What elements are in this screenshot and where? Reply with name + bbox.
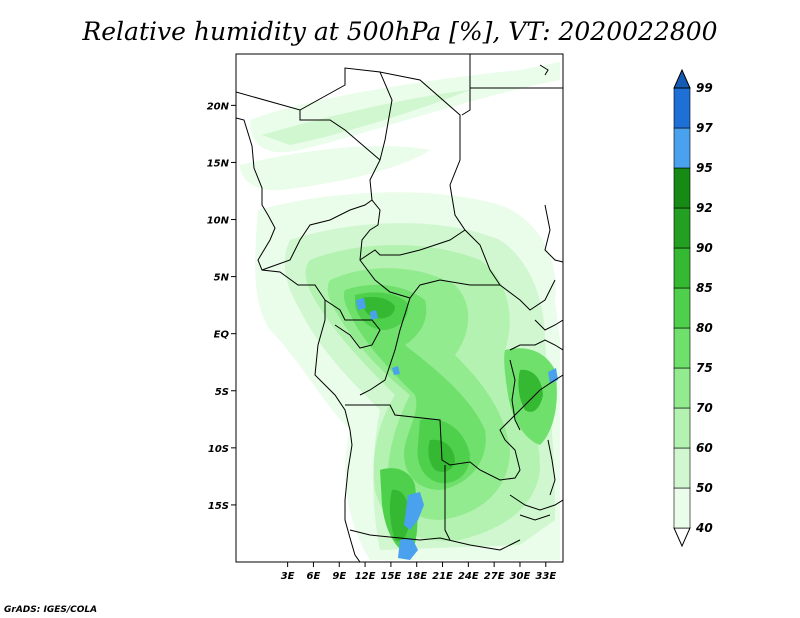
- border: [379, 71, 501, 286]
- lat-label: 15S: [208, 501, 229, 512]
- humidity-spot-97: [392, 366, 400, 375]
- lon-label: 21E: [432, 571, 453, 582]
- border: [261, 199, 373, 271]
- colorbar-segment: [673, 247, 691, 289]
- border: [349, 529, 501, 551]
- colorbar-label: 97: [696, 121, 713, 135]
- border: [534, 319, 563, 331]
- border: [409, 279, 556, 311]
- lon-label: 24E: [458, 571, 479, 582]
- border: [519, 514, 551, 521]
- map-frame: [235, 53, 564, 563]
- lat-label: 15N: [207, 158, 230, 169]
- colorbar-segment: [673, 487, 691, 529]
- colorbar-label: 50: [696, 481, 713, 495]
- humidity-spot-97: [398, 538, 418, 560]
- colorbar-label: 90: [696, 241, 713, 255]
- grads-credit: GrADS: IGES/COLA: [4, 605, 97, 615]
- colorbar-label: 99: [696, 81, 713, 95]
- lat-label: 20N: [207, 101, 230, 112]
- colorbar-segment: [673, 127, 691, 169]
- coastline: [236, 117, 361, 562]
- colorbar-segment: [673, 87, 691, 129]
- colorbar-label: 85: [696, 281, 713, 295]
- lon-label: 3E: [281, 571, 295, 582]
- border: [299, 110, 381, 161]
- colorbar-segment: [673, 207, 691, 249]
- border: [359, 229, 466, 261]
- country-borders: [236, 54, 563, 562]
- map-axes: 20N 15N 10N 5N EQ 5S 10S 15S 3E 6E 9E 12E 15E 18E 21E 2…: [207, 101, 557, 582]
- map-title: Relative humidity at 500hPa [%], VT: 202…: [81, 17, 717, 46]
- border: [509, 339, 563, 351]
- border: [236, 67, 411, 299]
- border: [444, 465, 451, 541]
- colorbar-segment: [673, 167, 691, 209]
- humidity-band-90: [518, 369, 543, 412]
- humidity-spot-97: [404, 492, 424, 530]
- lat-label: EQ: [214, 330, 230, 341]
- border: [509, 494, 563, 511]
- border: [461, 54, 471, 116]
- colorbar-segment: [673, 327, 691, 369]
- border: [324, 299, 381, 349]
- lon-label: 6E: [307, 571, 321, 582]
- colorbar-segment: [673, 447, 691, 489]
- colorbar: 40 50 60 70 75 80 85 90 92 95 97 99: [673, 68, 713, 548]
- colorbar-label: 40: [695, 521, 713, 535]
- colorbar-segment: [673, 68, 691, 89]
- border: [509, 374, 563, 421]
- humidity-spot-97: [370, 310, 378, 320]
- lon-label: 18E: [406, 571, 427, 582]
- colorbar-label: 95: [696, 161, 713, 175]
- lon-label: 9E: [332, 571, 346, 582]
- colorbar-segment: [673, 407, 691, 449]
- humidity-band-90: [389, 489, 410, 542]
- humidity-spot-97: [356, 298, 366, 310]
- humidity-shading: [240, 62, 560, 560]
- border: [499, 539, 521, 551]
- humidity-band-40: [262, 90, 470, 145]
- lat-label: 10N: [207, 216, 230, 227]
- colorbar-label: 80: [696, 321, 713, 335]
- colorbar-segment: [673, 367, 691, 409]
- colorbar-label: 70: [696, 401, 713, 415]
- colorbar-segment: [673, 287, 691, 329]
- lat-label: 5S: [215, 387, 229, 398]
- lat-label: 5N: [214, 273, 230, 284]
- lon-label: 12E: [355, 571, 376, 582]
- colorbar-label: 92: [696, 201, 713, 215]
- lat-label: 10S: [208, 444, 229, 455]
- border: [539, 64, 549, 76]
- humidity-band-40: [240, 145, 430, 191]
- lake-shore: [547, 439, 556, 496]
- border: [544, 204, 563, 263]
- lon-label: 33E: [535, 571, 556, 582]
- colorbar-label: 75: [696, 361, 713, 375]
- colorbar-label: 60: [696, 441, 713, 455]
- lon-label: 30E: [510, 571, 531, 582]
- lake-shore: [509, 359, 521, 431]
- lon-label: 27E: [484, 571, 505, 582]
- border: [345, 404, 521, 481]
- border: [359, 297, 411, 396]
- lon-label: 15E: [381, 571, 402, 582]
- colorbar-segment: [673, 527, 691, 548]
